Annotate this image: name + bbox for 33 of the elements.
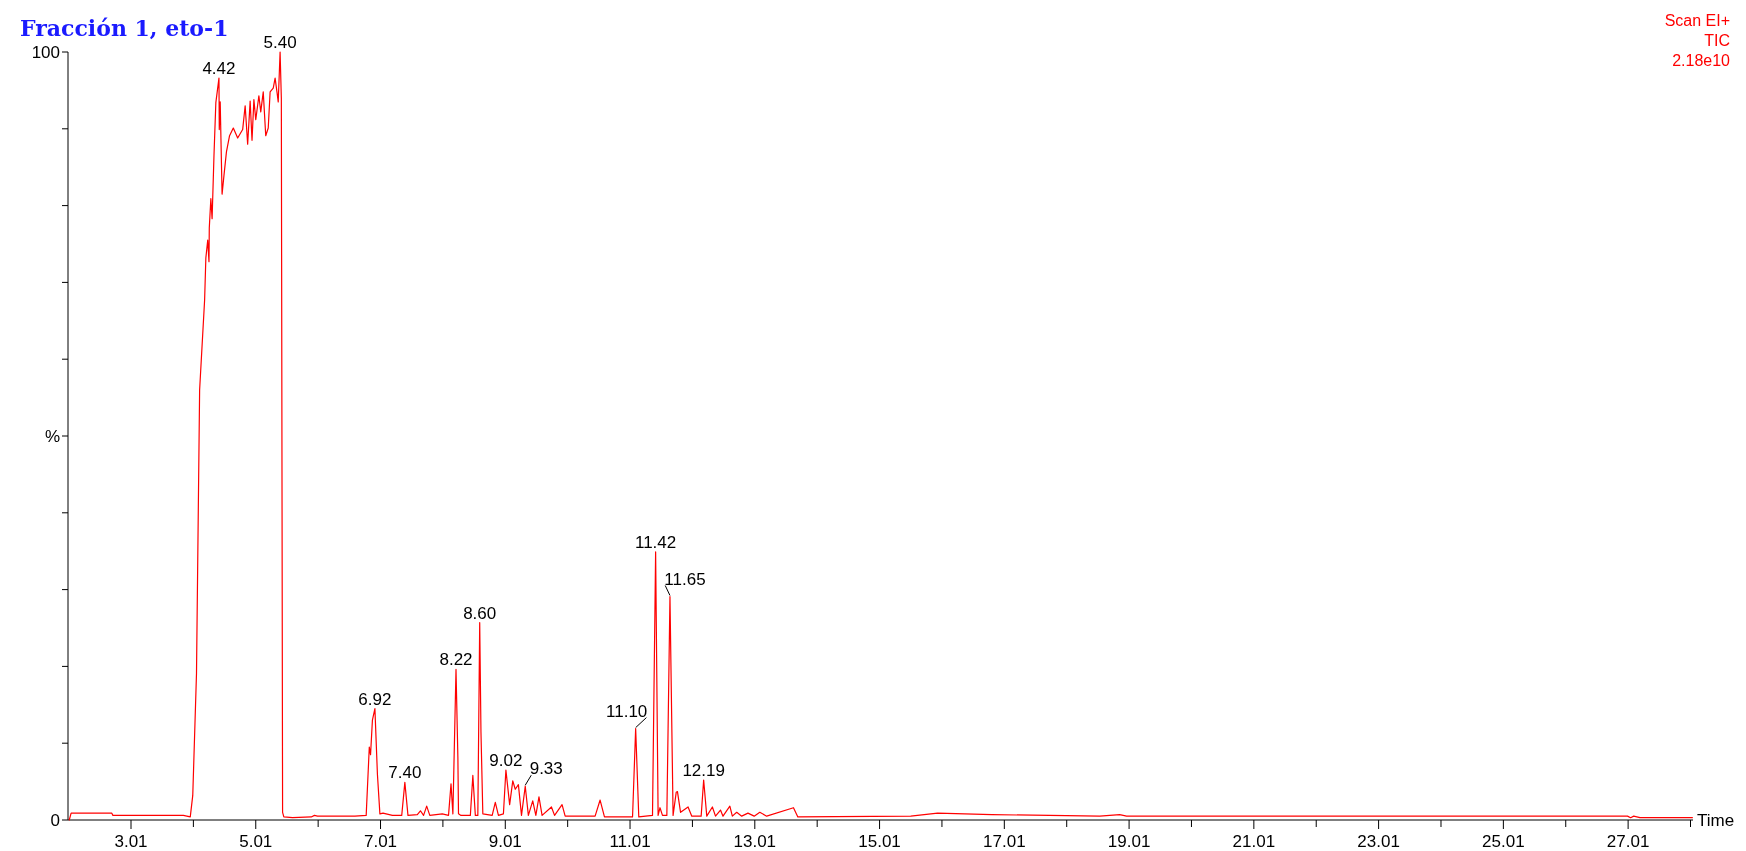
x-tick-label: 19.01 xyxy=(1107,832,1151,851)
y-tick-label: % xyxy=(44,427,60,446)
x-tick-label: 5.01 xyxy=(239,832,273,851)
annotation: 8.60 xyxy=(463,603,497,623)
annotation: 4.42 xyxy=(202,59,236,79)
y-tick-label: 0 xyxy=(50,811,60,830)
x-tick-label: 11.01 xyxy=(609,832,651,851)
annotation: 7.40 xyxy=(388,763,422,783)
x-tick-label: 13.01 xyxy=(733,832,777,851)
x-tick-label: 15.01 xyxy=(858,832,901,851)
annotation: 11.42 xyxy=(634,532,677,552)
x-tick-label: 7.01 xyxy=(363,832,398,851)
x-tick-label: 25.01 xyxy=(1482,832,1525,851)
annotation: 12.19 xyxy=(682,761,725,781)
annotation: 2.18e10 xyxy=(1672,52,1731,69)
annotation: 6.92 xyxy=(358,689,392,709)
x-tick-label: 17.01 xyxy=(983,832,1026,851)
annotation: 5.40 xyxy=(263,33,297,52)
text: Scan EI+ xyxy=(1664,12,1730,29)
annotation: 9.02 xyxy=(489,751,523,771)
annotation: 8.22 xyxy=(439,650,473,670)
x-tick-label: 3.01 xyxy=(114,832,148,851)
x-tick-label: 23.01 xyxy=(1357,832,1400,851)
text: TIC xyxy=(1704,32,1730,49)
x-tick-label: 9.01 xyxy=(488,832,522,851)
annotation: 9.33 xyxy=(529,759,563,779)
chart-title: Fracción 1, eto-1 xyxy=(20,15,229,41)
annotation: 11.10 xyxy=(606,701,648,721)
y-tick-label: 100 xyxy=(31,43,60,62)
annotation: 11.65 xyxy=(664,569,706,589)
x-axis-title: Time xyxy=(1697,811,1735,830)
x-tick-label: 21.01 xyxy=(1232,832,1276,851)
x-tick-label: 27.01 xyxy=(1606,832,1650,851)
